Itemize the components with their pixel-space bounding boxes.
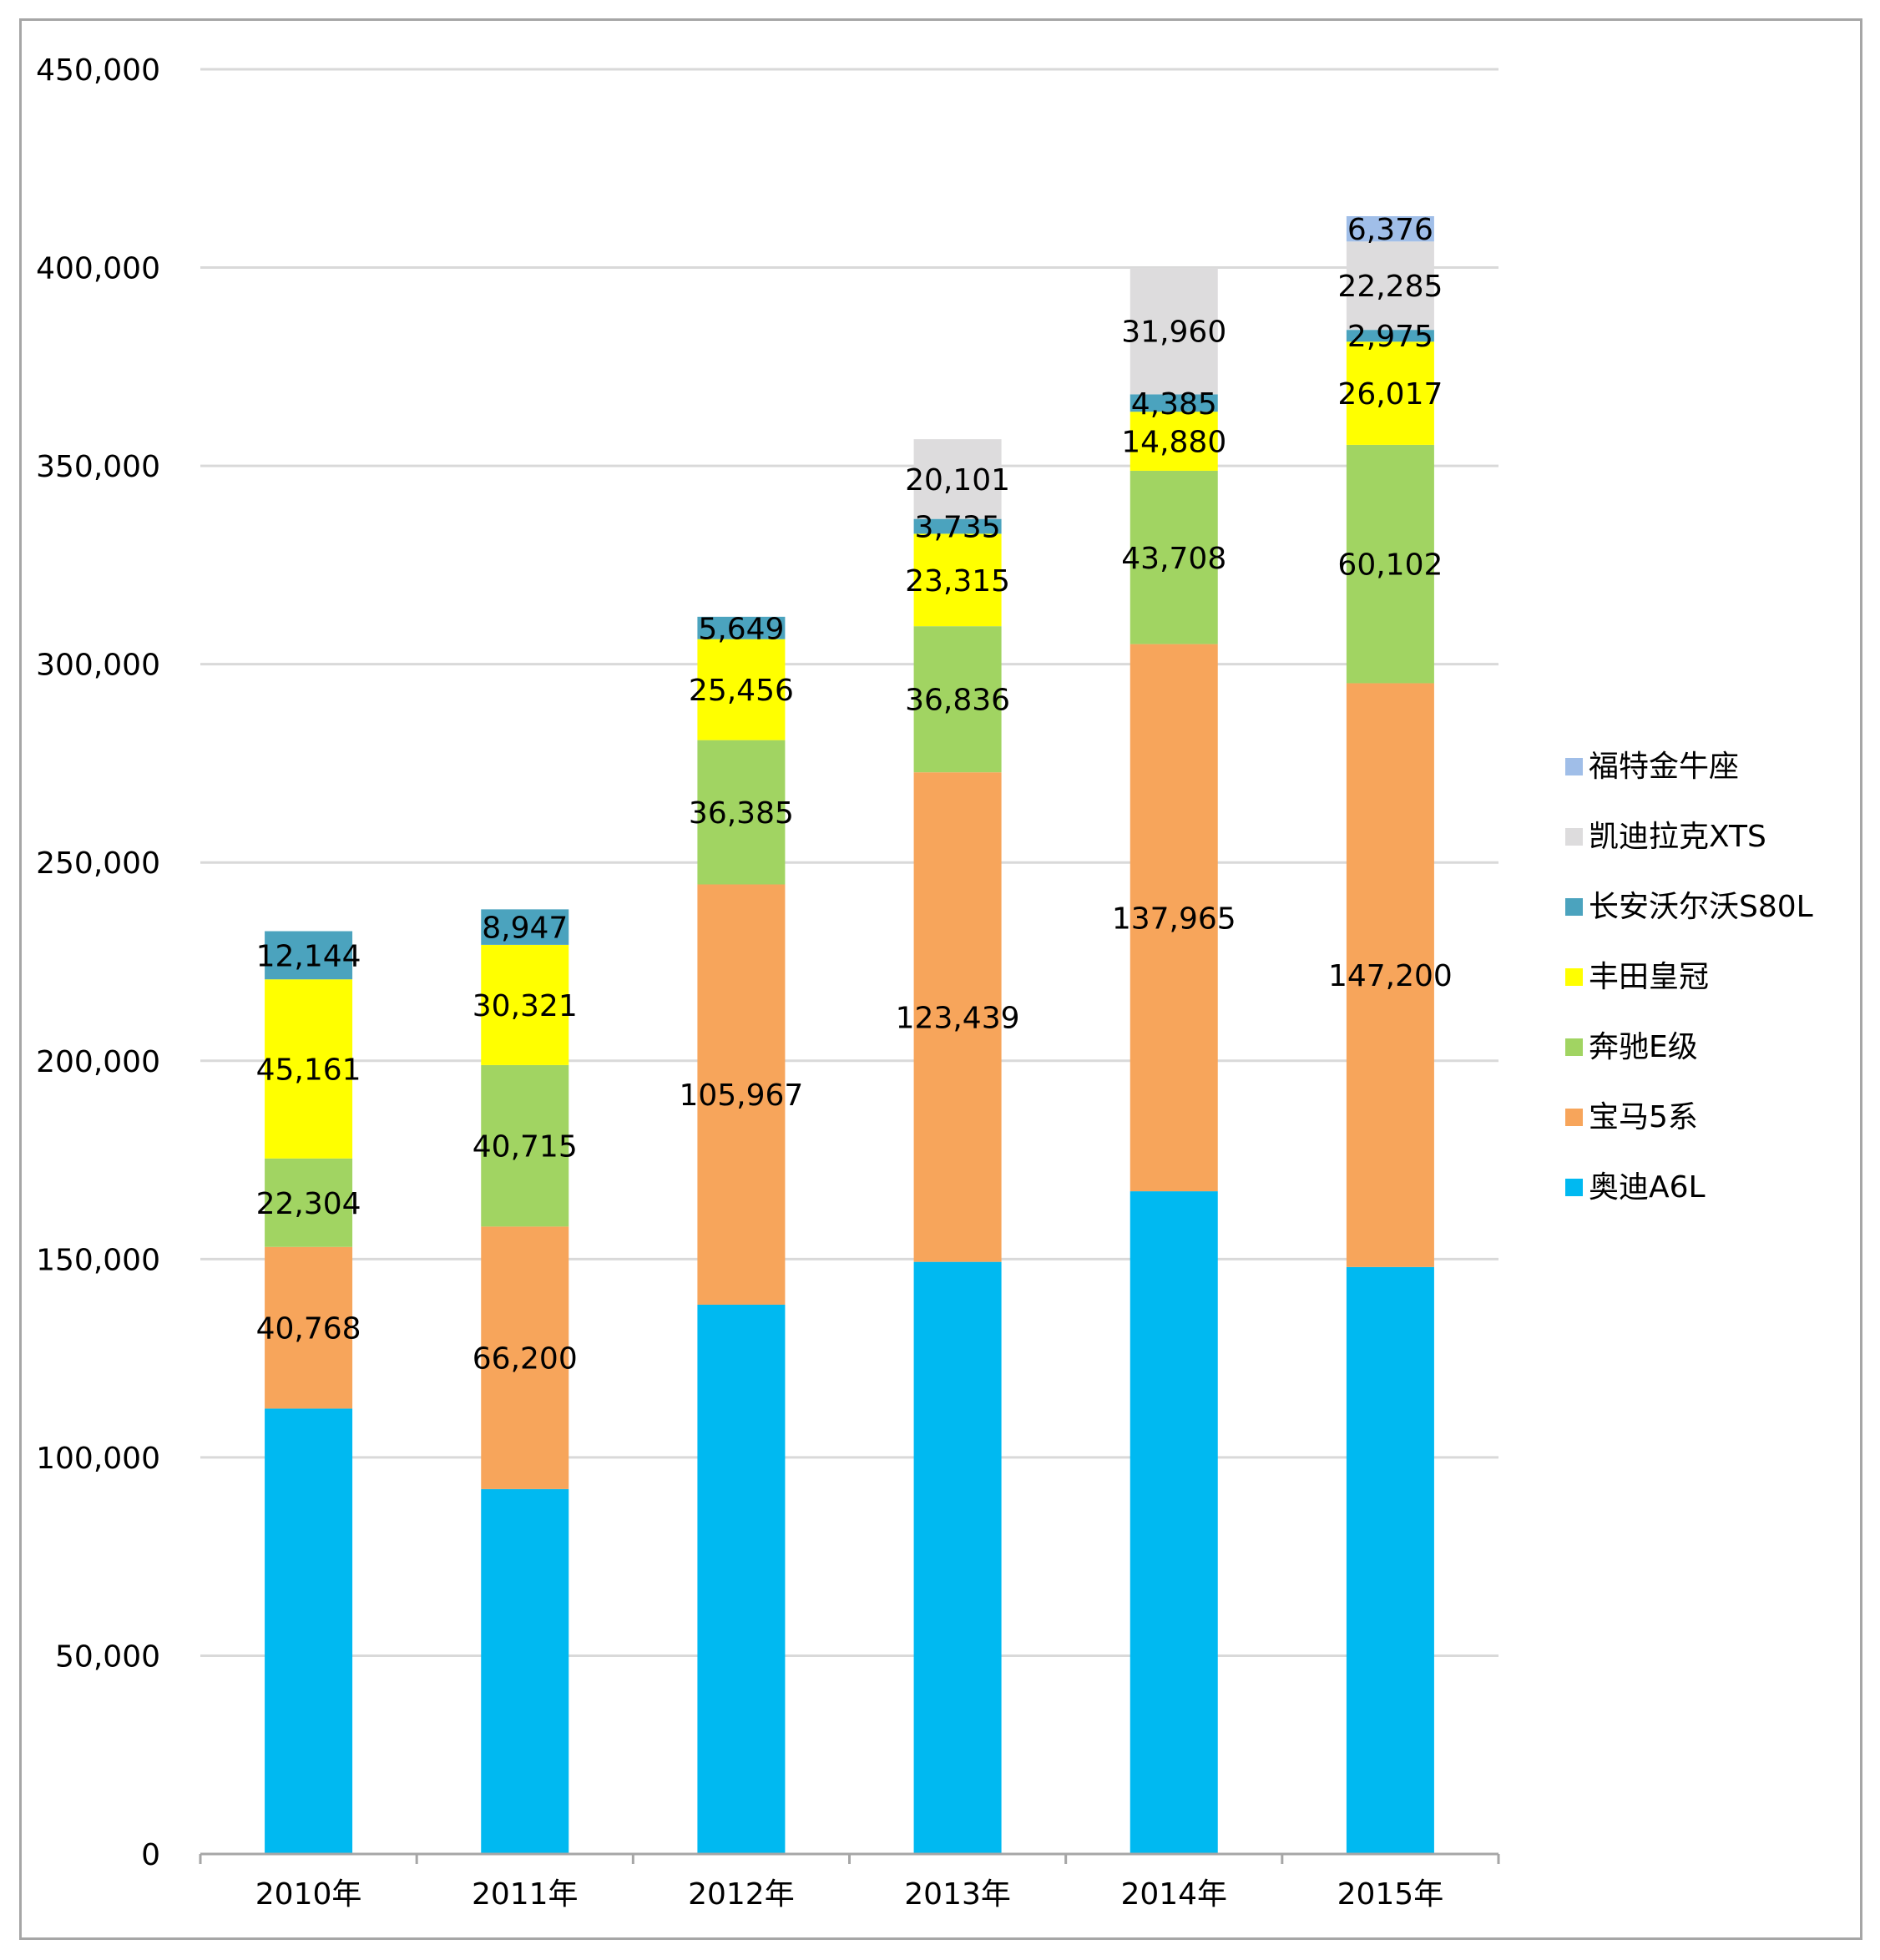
x-tick-label: 2014年 xyxy=(1120,1877,1227,1912)
legend-label: 奥迪A6L xyxy=(1589,1170,1706,1205)
data-label: 22,285 xyxy=(1337,270,1443,304)
data-label: 137,965 xyxy=(1112,902,1236,936)
bar-segment xyxy=(913,1261,1002,1854)
data-label: 14,880 xyxy=(1121,426,1226,460)
legend-swatch xyxy=(1565,758,1583,775)
bar-segment xyxy=(1346,444,1434,684)
bar-segment xyxy=(481,1064,569,1227)
data-label: 105,967 xyxy=(679,1079,803,1113)
bar-segment xyxy=(1346,216,1434,242)
bar-segment xyxy=(265,931,353,980)
data-label: 12,144 xyxy=(256,939,361,973)
y-tick-label: 100,000 xyxy=(36,1442,160,1476)
legend-swatch xyxy=(1565,1179,1583,1196)
bar-segment xyxy=(913,518,1002,534)
bar-segment xyxy=(1346,1266,1434,1854)
bar-segment xyxy=(697,884,786,1305)
legend-swatch xyxy=(1565,1038,1583,1056)
legend-label: 福特金牛座 xyxy=(1589,750,1739,784)
gridlines xyxy=(200,68,1498,1657)
data-label: 66,200 xyxy=(473,1342,578,1377)
data-label: 123,439 xyxy=(896,1001,1020,1035)
bar-segment xyxy=(697,1304,786,1854)
y-tick-label: 0 xyxy=(141,1838,160,1872)
legend-label: 奔驰E级 xyxy=(1589,1030,1698,1064)
bar-segment xyxy=(265,1158,353,1247)
data-label: 5,649 xyxy=(698,612,784,646)
data-label: 26,017 xyxy=(1337,377,1443,412)
bar-segment xyxy=(1130,394,1218,412)
data-label: 40,768 xyxy=(256,1312,361,1346)
bar-segment xyxy=(1346,683,1434,1267)
bar-segment xyxy=(1130,1191,1218,1854)
bar-segment xyxy=(481,909,569,945)
data-label: 3,735 xyxy=(915,511,1001,545)
bar-segment xyxy=(697,740,786,885)
legend-label: 长安沃尔沃S80L xyxy=(1589,890,1813,924)
x-axis: 2010年 2011年 2012年 2013年 2014年 2015年 xyxy=(199,1852,1500,1912)
x-tick-label: 2011年 xyxy=(472,1877,579,1912)
bar-segment xyxy=(697,616,786,639)
data-label: 25,456 xyxy=(689,674,794,708)
data-label: 2,975 xyxy=(1347,320,1433,354)
y-tick-label: 50,000 xyxy=(55,1639,160,1674)
y-tick-label: 350,000 xyxy=(36,450,160,484)
data-labels: 40,768 22,304 45,161 12,144 66,200 40,715 30,3… xyxy=(256,213,1453,1376)
y-tick-label: 450,000 xyxy=(36,53,160,88)
x-tick-label: 2010年 xyxy=(255,1877,362,1912)
data-label: 30,321 xyxy=(473,989,578,1023)
bar-segment xyxy=(265,979,353,1159)
bar-segment xyxy=(1130,470,1218,644)
bar-segment xyxy=(265,1408,353,1854)
bar-segment xyxy=(1346,241,1434,331)
legend-swatch xyxy=(1565,1109,1583,1126)
data-label: 20,101 xyxy=(905,463,1010,498)
bar-segment xyxy=(481,944,569,1065)
y-axis: 0 50,000 100,000 150,000 200,000 250,000 300,0… xyxy=(36,53,160,1872)
bar-segment xyxy=(1346,330,1434,342)
bar-segment xyxy=(1130,644,1218,1192)
legend-label: 凯迪拉克XTS xyxy=(1589,820,1766,854)
y-tick-label: 150,000 xyxy=(36,1243,160,1277)
x-tick-label: 2012年 xyxy=(688,1877,795,1912)
legend-swatch xyxy=(1565,898,1583,916)
legend-label: 宝马5系 xyxy=(1589,1100,1698,1134)
y-tick-label: 300,000 xyxy=(36,649,160,683)
y-tick-label: 400,000 xyxy=(36,252,160,286)
data-label: 22,304 xyxy=(256,1187,361,1221)
data-label: 43,708 xyxy=(1121,542,1226,576)
bar-segment xyxy=(913,772,1002,1262)
bar-segment xyxy=(697,639,786,740)
data-label: 40,715 xyxy=(473,1130,578,1164)
bar-segment xyxy=(265,1246,353,1409)
x-tick-label: 2013年 xyxy=(904,1877,1011,1912)
data-label: 45,161 xyxy=(256,1053,361,1088)
x-tick-label: 2015年 xyxy=(1337,1877,1444,1912)
data-label: 6,376 xyxy=(1347,213,1433,247)
bar-segment xyxy=(481,1488,569,1854)
y-tick-label: 200,000 xyxy=(36,1045,160,1079)
data-label: 147,200 xyxy=(1328,959,1453,993)
data-label: 36,385 xyxy=(689,796,794,831)
data-label: 31,960 xyxy=(1121,315,1226,349)
bar-segment xyxy=(1346,341,1434,445)
legend-swatch xyxy=(1565,828,1583,846)
bar-segment xyxy=(1130,267,1218,395)
y-tick-label: 250,000 xyxy=(36,846,160,881)
legend-swatch xyxy=(1565,968,1583,986)
bars xyxy=(265,216,1434,1854)
data-label: 8,947 xyxy=(482,912,568,946)
bar-segment xyxy=(913,626,1002,773)
bar-segment xyxy=(913,533,1002,627)
data-label: 4,385 xyxy=(1131,387,1217,422)
data-label: 36,836 xyxy=(905,684,1010,718)
bar-segment xyxy=(913,439,1002,519)
bar-segment xyxy=(481,1226,569,1489)
data-label: 23,315 xyxy=(905,564,1010,599)
bar-segment xyxy=(1130,412,1218,471)
legend-label: 丰田皇冠 xyxy=(1589,960,1709,994)
data-label: 60,102 xyxy=(1337,548,1443,583)
